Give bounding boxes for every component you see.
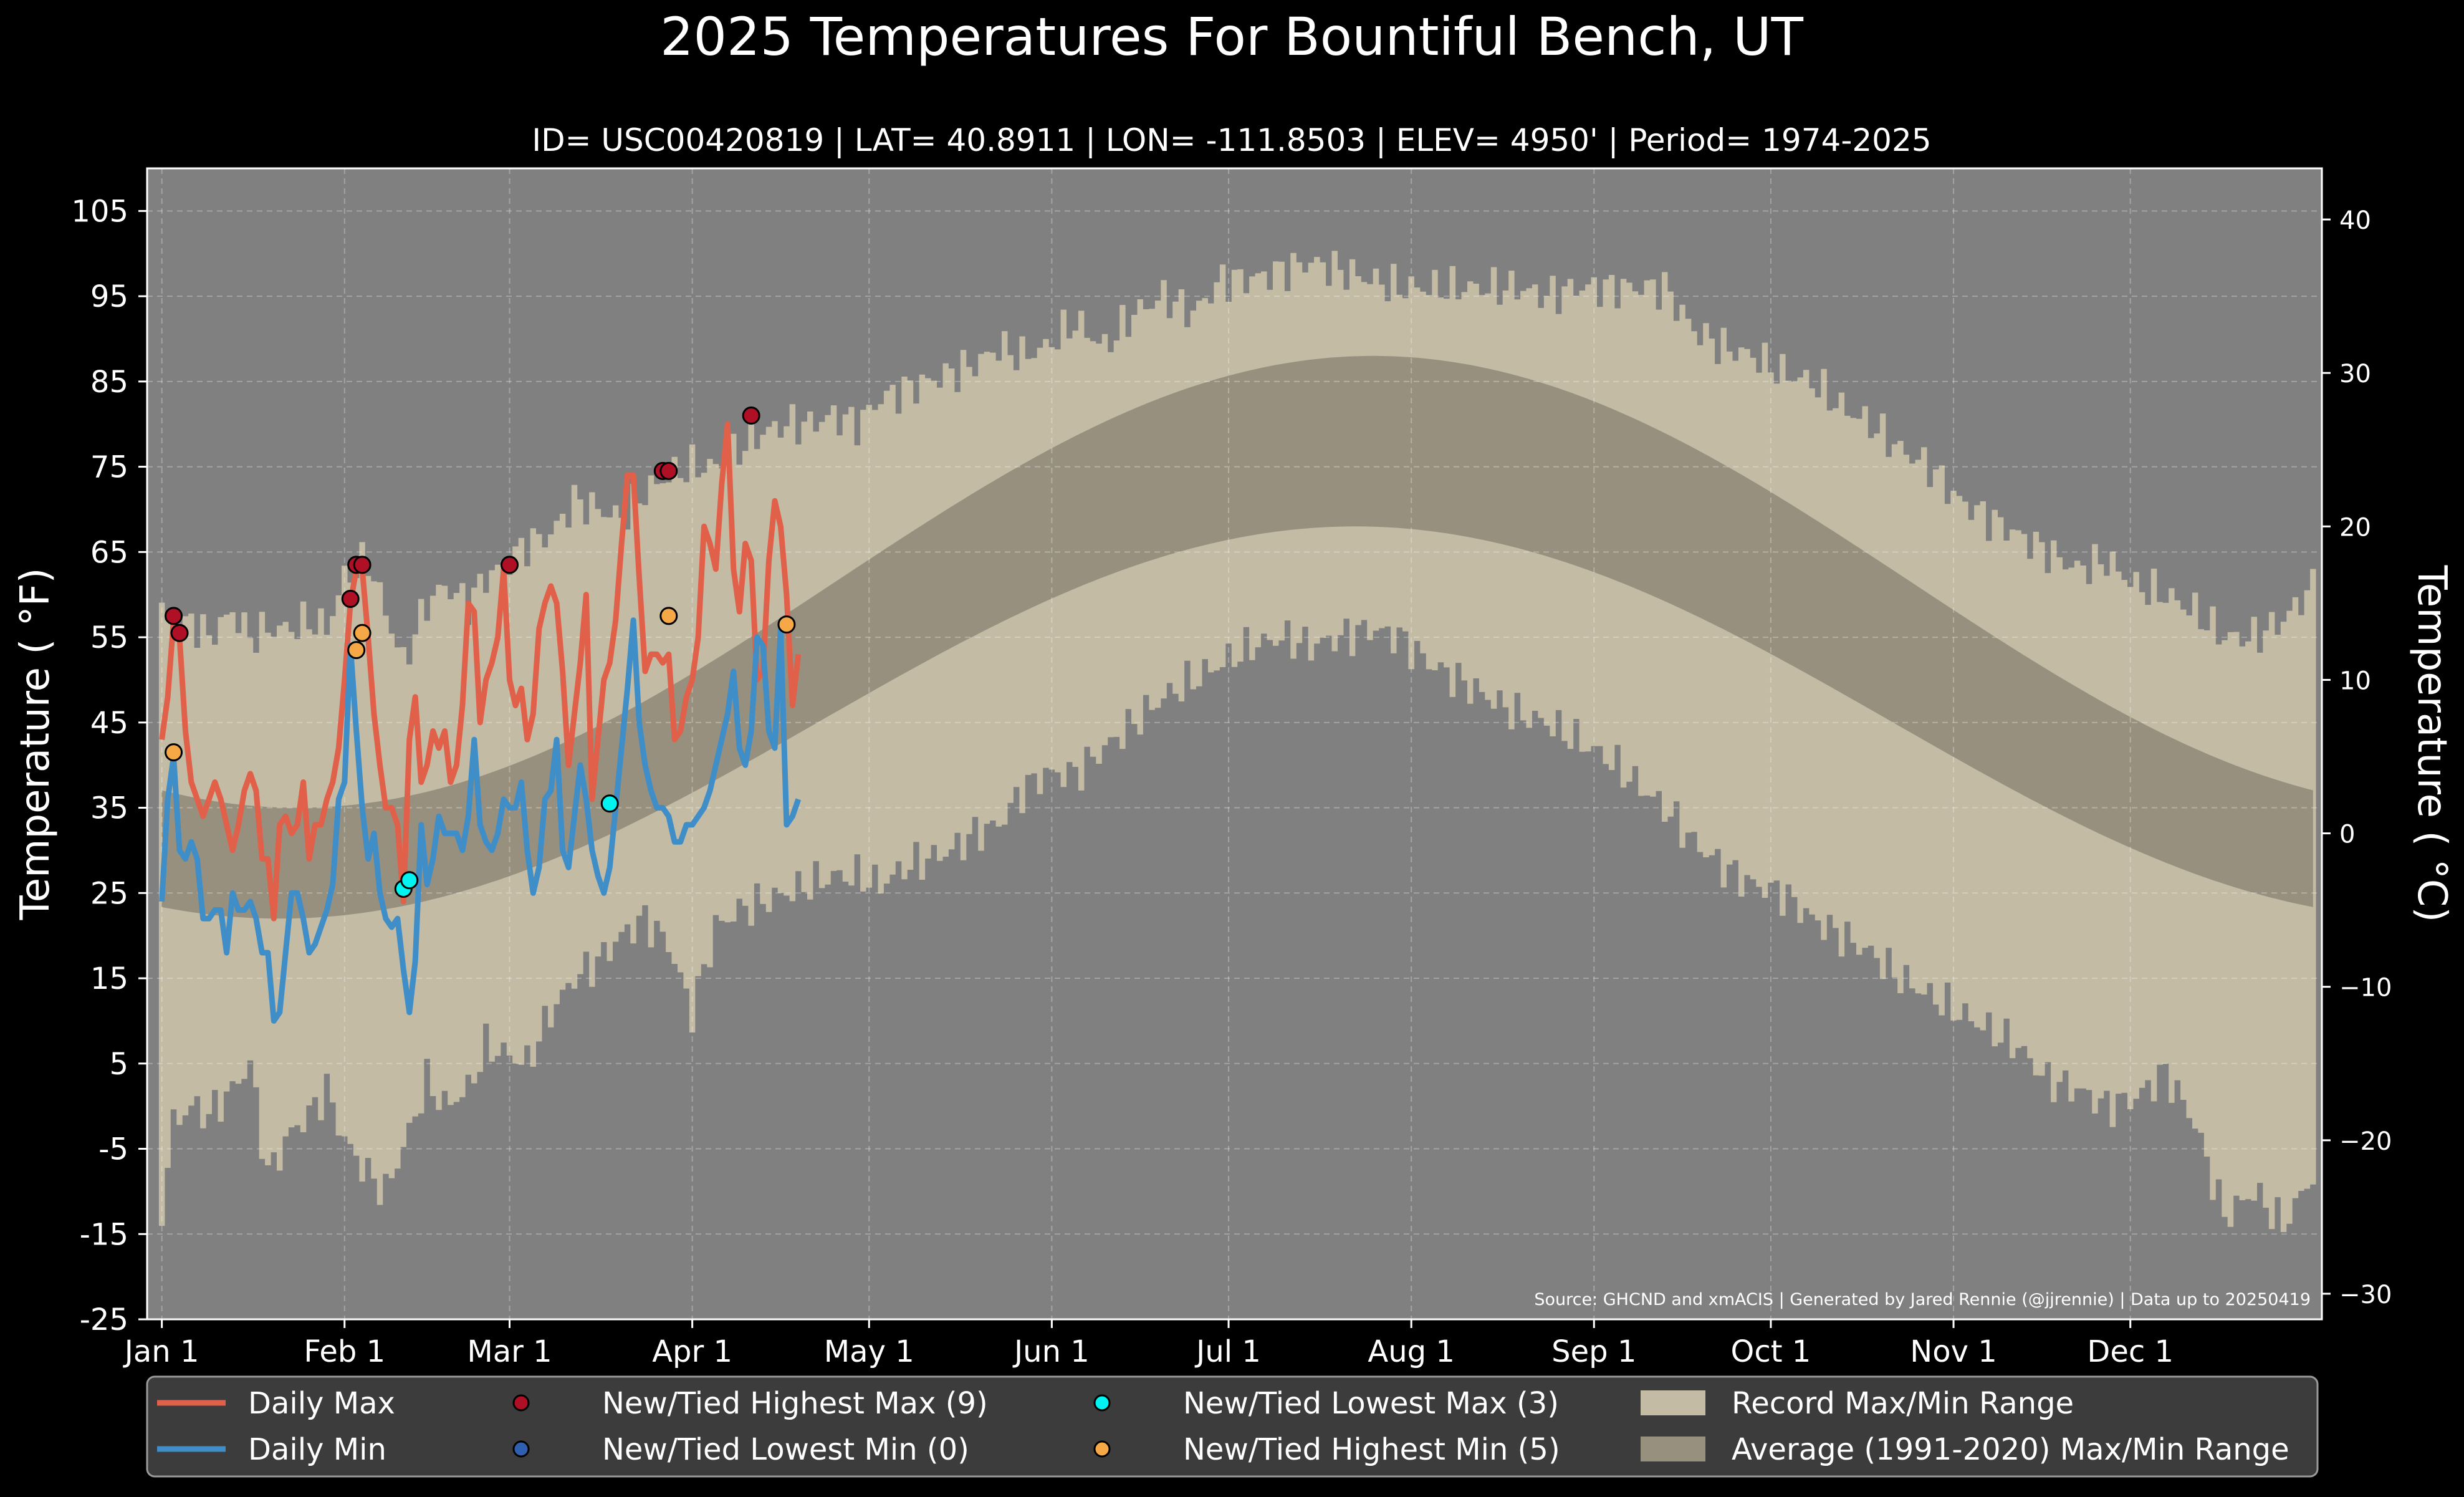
grid-lines [147, 168, 2322, 1320]
y-tick-label: 65 [90, 535, 128, 570]
legend-item: New/Tied Lowest Min (0) [512, 1432, 969, 1467]
legend-label: Daily Min [248, 1432, 386, 1467]
y2-tick-label: 40 [2339, 206, 2371, 235]
chart-subtitle: ID= USC00420819 | LAT= 40.8911 | LON= -1… [532, 122, 1931, 158]
x-tick-label: Feb 1 [304, 1334, 385, 1369]
new-high-min-marker [777, 615, 796, 634]
x-tick-label: Nov 1 [1910, 1334, 1997, 1369]
y2-tick-label: 10 [2339, 667, 2371, 695]
legend-item: New/Tied Lowest Max (3) [1093, 1386, 1559, 1421]
new-high-max-marker [742, 407, 760, 425]
legend-item: New/Tied Highest Max (9) [512, 1386, 988, 1421]
y2-tick-label: 0 [2339, 821, 2355, 849]
y-tick-label: 95 [90, 279, 128, 314]
plot-frame [146, 167, 2323, 1321]
legend-items: Daily Max Daily Min New/Tied Highest Max (… [157, 1386, 2289, 1467]
legend-box [146, 1375, 2319, 1478]
y-axis-label-right: Temperature ( °C) [2409, 565, 2455, 923]
legend-marker-swatch [1093, 1394, 1111, 1412]
y2-tick-label: −20 [2339, 1127, 2392, 1156]
y-axis-right: −30 −20 −10 0 10 20 30 40 [2322, 206, 2392, 1309]
legend-label: Daily Max [248, 1386, 395, 1421]
new-high-max-marker [659, 461, 678, 480]
plot-area: Source: GHCND and xmACIS | Generated by … [146, 167, 2323, 1321]
new-high-min-marker [659, 607, 678, 625]
y-tick-label: 15 [90, 961, 128, 996]
x-axis: Jan 1 Feb 1 Mar 1 Apr 1 May 1 Jun 1 Jul 1 Aug 1… [123, 1319, 2174, 1369]
new-low-max-marker [600, 794, 619, 813]
legend-label: Average (1991-2020) Max/Min Range [1732, 1432, 2289, 1467]
y-tick-label: 25 [90, 876, 128, 911]
daily-min-line [159, 617, 802, 1024]
new-high-max-marker [341, 590, 360, 609]
new-high-min-marker [165, 743, 183, 762]
y-tick-label: 105 [71, 194, 128, 229]
legend-item: Record Max/Min Range [1641, 1386, 2074, 1421]
legend: Daily Max Daily Min New/Tied Highest Max (… [146, 1375, 2319, 1478]
normal-range-band [161, 355, 2313, 919]
new-high-min-marker [347, 641, 366, 660]
y-tick-label: 85 [90, 365, 128, 400]
x-tick-label: Jun 1 [1012, 1334, 1090, 1369]
x-tick-label: Aug 1 [1368, 1334, 1455, 1369]
y-axis-left: -25 -15 -5 5 15 25 35 45 55 65 75 85 95 105 [71, 194, 147, 1337]
source-note: Source: GHCND and xmACIS | Generated by … [1534, 1290, 2311, 1309]
x-tick-label: Apr 1 [652, 1334, 732, 1369]
legend-label: Record Max/Min Range [1732, 1386, 2074, 1421]
legend-label: New/Tied Lowest Max (3) [1183, 1386, 1559, 1421]
y2-tick-label: −10 [2339, 974, 2392, 1003]
legend-label: New/Tied Lowest Min (0) [602, 1432, 969, 1467]
y2-tick-label: 20 [2339, 513, 2371, 542]
x-tick-label: Sep 1 [1551, 1334, 1636, 1369]
new-high-max-marker [165, 607, 183, 625]
record-markers [165, 407, 796, 898]
legend-label: New/Tied Highest Min (5) [1183, 1432, 1560, 1467]
new-low-max-marker [400, 871, 419, 890]
new-high-min-marker [353, 623, 372, 642]
chart-title: 2025 Temperatures For Bountiful Bench, U… [660, 6, 1803, 67]
y-tick-label: 55 [90, 620, 128, 655]
y2-tick-label: −30 [2339, 1281, 2392, 1309]
legend-item: New/Tied Highest Min (5) [1093, 1432, 1560, 1467]
y-axis-label-left: Temperature ( °F) [12, 568, 59, 921]
y-tick-label: 35 [90, 791, 128, 826]
new-high-max-marker [353, 556, 372, 574]
x-tick-label: Mar 1 [467, 1334, 552, 1369]
x-tick-label: Oct 1 [1731, 1334, 1811, 1369]
daily-max-line [159, 421, 802, 922]
new-high-max-marker [501, 556, 519, 574]
y2-tick-label: 30 [2339, 360, 2371, 388]
legend-patch-swatch [1641, 1437, 1705, 1461]
x-tick-label: Dec 1 [2087, 1334, 2174, 1369]
legend-item: Average (1991-2020) Max/Min Range [1641, 1432, 2289, 1467]
x-tick-label: Jan 1 [123, 1334, 199, 1369]
legend-marker-swatch [512, 1394, 530, 1412]
legend-marker-swatch [512, 1440, 530, 1458]
y-tick-label: -25 [80, 1302, 128, 1337]
legend-label: New/Tied Highest Max (9) [602, 1386, 988, 1421]
legend-patch-swatch [1641, 1390, 1705, 1415]
legend-item: Daily Min [157, 1432, 386, 1467]
y-tick-label: -15 [80, 1217, 128, 1252]
x-tick-label: May 1 [824, 1334, 914, 1369]
y-tick-label: -5 [98, 1132, 128, 1167]
y-tick-label: 75 [90, 450, 128, 485]
x-tick-label: Jul 1 [1194, 1334, 1261, 1369]
y-tick-label: 5 [109, 1047, 128, 1082]
y-tick-label: 45 [90, 706, 128, 741]
new-high-max-marker [170, 623, 189, 642]
legend-marker-swatch [1093, 1440, 1111, 1458]
legend-item: Daily Max [157, 1386, 395, 1421]
